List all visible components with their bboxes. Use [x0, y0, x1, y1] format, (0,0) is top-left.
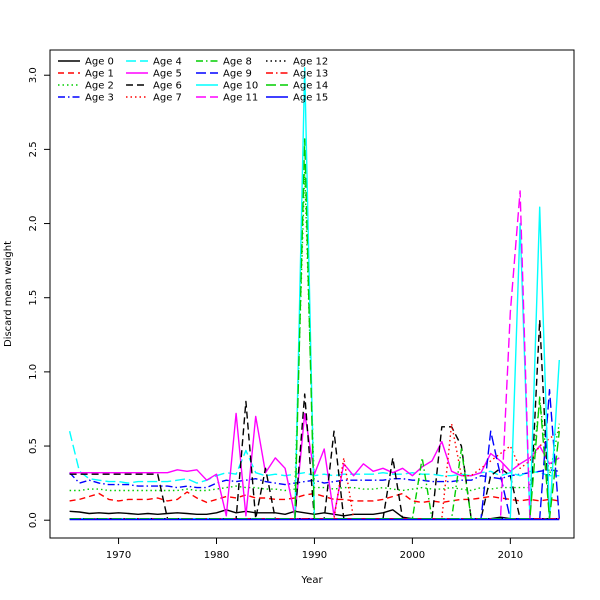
- legend-label: Age 11: [223, 93, 258, 104]
- legend-label: Age 3: [85, 93, 114, 104]
- y-tick-label: 0.5: [28, 438, 39, 454]
- x-tick-label: 2000: [400, 550, 425, 561]
- y-tick-label: 2.0: [28, 216, 39, 232]
- x-tick-label: 1980: [204, 550, 229, 561]
- legend-label: Age 4: [153, 57, 182, 68]
- y-axis-title: Discard mean weight: [3, 241, 14, 347]
- x-axis-title: Year: [300, 575, 323, 586]
- y-tick-label: 1.0: [28, 364, 39, 380]
- legend-label: Age 2: [85, 81, 114, 92]
- y-tick-label: 1.5: [28, 290, 39, 306]
- series-line-age-10: [69, 67, 560, 520]
- legend-label: Age 13: [293, 69, 328, 80]
- y-tick-label: 0.0: [28, 512, 39, 528]
- series-line-age-14: [69, 138, 560, 520]
- legend-label: Age 15: [293, 93, 328, 104]
- series-line-age-3: [69, 469, 560, 489]
- y-tick-label: 2.5: [28, 141, 39, 157]
- y-tick-label: 3.0: [28, 67, 39, 83]
- legend-label: Age 7: [153, 93, 182, 104]
- series-line-age-5: [69, 412, 560, 517]
- series-layer: [68, 67, 560, 521]
- legend-label: Age 12: [293, 57, 328, 68]
- legend-label: Age 0: [85, 57, 114, 68]
- series-line-age-2: [69, 170, 560, 492]
- legend-label: Age 8: [223, 57, 252, 68]
- x-tick-label: 1990: [302, 550, 327, 561]
- plot-frame: [49, 49, 575, 539]
- axes-layer: 1970 1980 1990 2000 2010 0.0 0.5 1.0 1.5 2.0 2.5 3.…: [28, 67, 523, 561]
- legend-label: Age 1: [85, 69, 114, 80]
- x-tick-label: 1970: [106, 550, 131, 561]
- legend-label: Age 10: [223, 81, 258, 92]
- x-tick-label: 2010: [498, 550, 523, 561]
- legend-label: Age 14: [293, 81, 328, 92]
- series-line-age-1: [69, 491, 560, 504]
- legend-label: Age 5: [153, 69, 182, 80]
- legend-label: Age 9: [223, 69, 252, 80]
- legend-label: Age 6: [153, 81, 182, 92]
